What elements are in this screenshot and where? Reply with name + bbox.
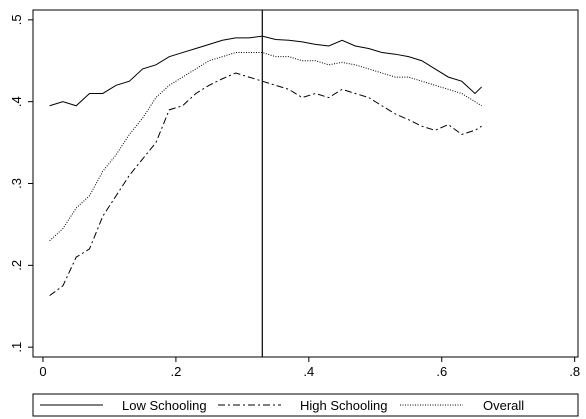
legend-box	[32, 393, 579, 417]
plot-area	[32, 9, 579, 358]
legend: Low Schooling High Schooling Overall	[32, 393, 579, 417]
x-tick-label: .2	[170, 364, 181, 379]
legend-label: Overall	[483, 398, 524, 413]
x-tick-label: .8	[569, 364, 580, 379]
legend-label: High Schooling	[300, 398, 387, 413]
series-line	[49, 52, 482, 242]
y-tick-label: .3	[9, 178, 24, 189]
series-line	[49, 72, 482, 297]
x-tick-label: 0	[39, 364, 46, 379]
y-tick-label: .4	[9, 96, 24, 107]
y-tick-label: .2	[9, 260, 24, 271]
x-tick-label: .4	[303, 364, 314, 379]
y-tick-label: .5	[9, 14, 24, 25]
y-tick-label: .1	[9, 342, 24, 353]
legend-label: Low Schooling	[122, 398, 207, 413]
series-line	[49, 35, 482, 107]
x-tick-label: .6	[436, 364, 447, 379]
